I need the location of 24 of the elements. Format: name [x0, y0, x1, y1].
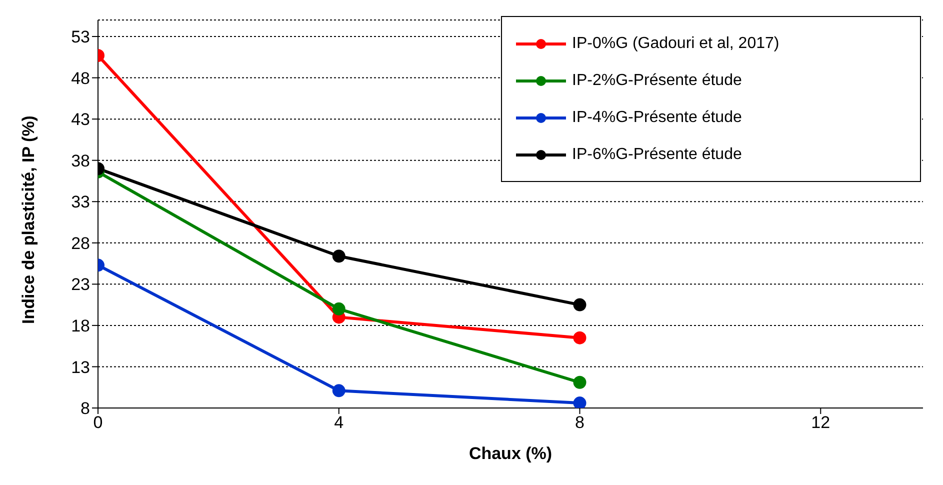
legend-label: IP-2%G-Présente étude: [572, 72, 742, 90]
y-tick-label: 8: [80, 399, 90, 418]
y-tick-label: 33: [71, 192, 90, 212]
y-tick-label: 43: [71, 110, 90, 130]
x-tick-label: 12: [811, 413, 830, 432]
y-tick-label: 28: [71, 234, 90, 253]
x-tick-label: 4: [334, 413, 344, 432]
point: [573, 376, 586, 389]
y-tick-label: 13: [71, 358, 90, 377]
y-tick-label: 53: [71, 28, 90, 47]
point: [573, 331, 586, 344]
legend-label: IP-0%G (Gadouri et al, 2017): [572, 34, 780, 52]
x-tick-label: 8: [575, 413, 584, 432]
y-tick-label: 38: [71, 151, 90, 170]
legend-label: IP-4%G-Présente étude: [572, 108, 742, 126]
y-axis-title: Indice de plasticité, IP (%): [19, 116, 38, 324]
y-tick-label: 48: [71, 68, 90, 88]
x-tick-label: 0: [93, 413, 103, 432]
x-axis-title: Chaux (%): [468, 444, 552, 463]
y-tick-label: 23: [71, 275, 90, 294]
legend-label: IP-6%G-Présente étude: [572, 146, 742, 164]
point: [573, 396, 586, 408]
y-tick-label: 18: [71, 316, 90, 336]
point: [573, 298, 586, 312]
